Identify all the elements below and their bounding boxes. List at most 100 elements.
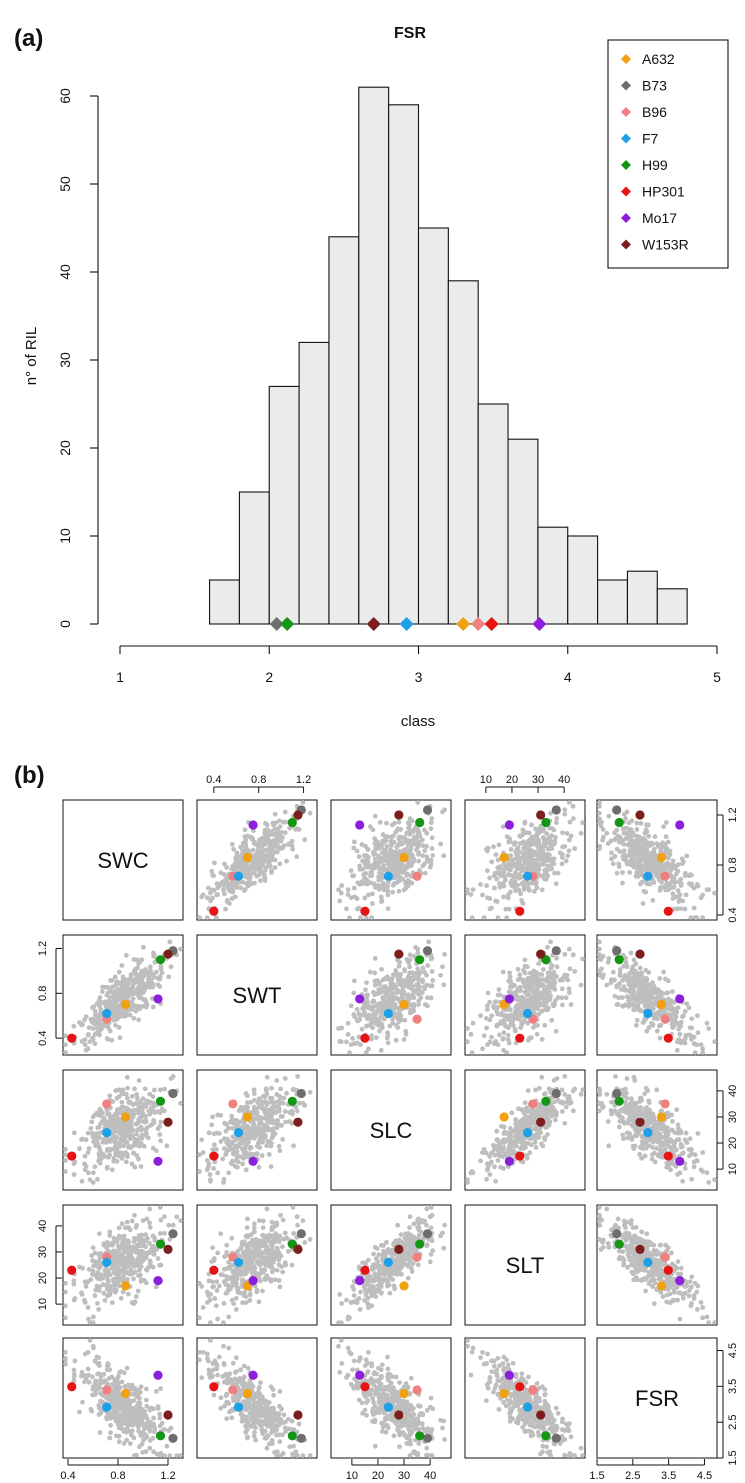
ril-point [470,1020,476,1026]
ril-point [272,837,277,843]
ril-point [348,868,354,874]
ril-point [167,939,173,945]
ril-point [469,1050,475,1055]
ril-point [643,967,649,973]
variable-label: SLC [370,1118,413,1143]
ril-point [410,1002,416,1008]
ril-point [572,846,578,851]
ril-point [669,863,675,869]
ril-point [501,1047,506,1053]
ril-point [244,874,250,879]
ril-point [257,1137,262,1143]
ril-point [672,879,678,885]
ril-point [616,1124,622,1130]
ril-point [384,820,389,826]
ril-point [625,1135,631,1141]
ril-point [523,984,529,990]
ril-point [514,855,520,860]
legend-label: A632 [642,51,675,67]
ril-point [222,861,227,867]
ril-point [632,978,638,984]
ril-point [617,1118,623,1124]
ril-point [280,1137,286,1142]
ril-point [684,1001,690,1007]
ril-point [221,887,226,893]
ril-point [521,1110,527,1116]
ril-point [517,1123,523,1128]
histogram-y-label: n° of RIL [23,327,40,386]
ril-point [559,1100,565,1106]
ril-point [704,887,710,893]
ril-point [382,984,388,989]
ril-point [513,1130,519,1136]
ril-point [136,1017,142,1023]
parent-point [415,955,425,965]
ril-point [372,970,378,976]
ril-point [630,863,636,868]
ril-point [405,883,411,889]
ril-point [216,883,222,889]
ril-point [134,1100,140,1106]
ril-point [501,1137,506,1143]
parent-point [504,820,514,830]
ril-point [229,1161,235,1167]
ril-point [680,898,686,904]
ril-point [520,827,526,833]
ril-point [689,1151,695,1156]
ril-point [653,1133,659,1139]
ril-point [700,892,706,898]
scatter-cell: SWT [196,934,318,1056]
ril-point [538,823,543,829]
ril-point [540,847,546,853]
ril-point [366,892,371,898]
ril-point [263,1133,268,1139]
ril-point [243,1139,249,1144]
ril-point [262,1106,268,1111]
ril-point [637,971,642,976]
ril-point [385,892,391,898]
ril-point [555,995,561,1000]
ril-point [295,1073,301,1079]
ril-point [291,1143,296,1149]
ril-point [86,1170,91,1176]
ril-point [407,816,413,822]
scatter-cell [196,1069,318,1191]
ril-point [223,906,229,912]
ril-point [215,1170,221,1176]
ril-point [665,839,671,845]
ril-point [624,994,630,999]
ril-point [394,862,400,867]
ril-point [641,984,647,990]
ril-point [678,1144,684,1150]
ril-point [71,1130,77,1136]
ril-point [356,1011,362,1017]
parent-point [660,871,670,881]
scatter-cell [62,1069,184,1191]
ril-point [89,1019,95,1024]
parent-marker [456,617,471,631]
ril-point [639,1097,645,1103]
ril-point [559,861,565,867]
ril-point [654,1145,660,1151]
ril-point [649,842,655,847]
ril-point [131,1107,137,1113]
ril-point [682,1036,688,1041]
parent-marker [471,617,486,631]
parent-point [67,1151,77,1161]
ril-point [134,957,140,963]
ril-point [542,1091,548,1097]
ril-point [238,885,244,891]
ril-point [578,830,584,836]
ril-point [633,1022,639,1028]
ril-point [503,906,509,912]
ril-point [158,1119,164,1125]
parent-point [293,810,303,820]
ril-point [151,950,156,956]
ril-point [657,1035,663,1041]
ril-point [686,1005,692,1011]
ril-point [63,1146,68,1152]
ril-point [135,965,140,971]
ril-point [418,995,424,1000]
ril-point [280,1100,286,1106]
